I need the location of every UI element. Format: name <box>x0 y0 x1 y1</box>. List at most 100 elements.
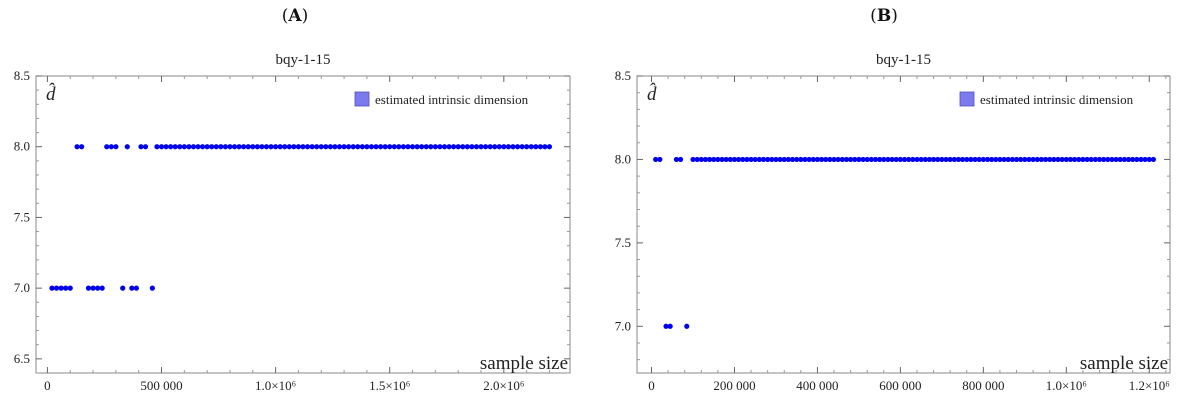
data-point <box>748 156 754 163</box>
data-point <box>218 144 224 150</box>
y-tick-label: 7.5 <box>14 209 30 224</box>
data-point <box>49 285 55 291</box>
data-point <box>533 144 539 150</box>
data-point <box>546 144 553 150</box>
data-point <box>897 156 903 163</box>
x-tick-label: 800 000 <box>962 378 1004 393</box>
data-point <box>910 156 916 163</box>
y-tick-label: 7.0 <box>615 318 631 333</box>
data-point <box>58 285 64 291</box>
data-point <box>423 144 429 150</box>
x-tick-label: 1.0×10⁶ <box>255 378 296 393</box>
data-point <box>142 144 149 150</box>
x-tick-label: 0 <box>648 378 655 393</box>
data-point <box>814 156 821 163</box>
data-point <box>231 144 238 150</box>
data-point <box>437 144 443 150</box>
data-point <box>1146 156 1152 163</box>
data-point <box>346 144 352 150</box>
data-point <box>149 285 155 291</box>
panel-b: (B) 7.0 7.5 8.0 8.5 0 200 000 400 000 600 000 80… <box>590 0 1178 396</box>
data-point <box>1088 156 1094 163</box>
data-point <box>752 156 758 163</box>
data-point <box>501 144 507 150</box>
data-point <box>537 144 543 150</box>
chart-title: bqy-1-15 <box>876 52 931 68</box>
y-axis-label: d̂ <box>46 83 56 105</box>
data-point <box>473 144 480 150</box>
data-point <box>158 144 165 150</box>
data-point <box>951 156 957 163</box>
data-point <box>872 156 879 163</box>
legend-label: estimated intrinsic dimension <box>980 92 1134 107</box>
data-point <box>980 156 986 163</box>
data-point <box>428 144 434 150</box>
data-point <box>304 144 311 150</box>
data-point <box>881 156 887 163</box>
legend-swatch <box>959 91 975 107</box>
data-point <box>864 156 870 163</box>
data-point <box>168 144 174 150</box>
data-point <box>400 144 407 150</box>
data-point <box>377 144 384 150</box>
data-point <box>368 144 375 150</box>
data-point <box>1059 156 1065 163</box>
data-point <box>868 156 874 163</box>
data-point <box>241 144 247 150</box>
data-point <box>785 156 791 163</box>
data-point <box>901 156 908 163</box>
data-point <box>332 144 338 150</box>
data-point <box>195 144 201 150</box>
data-point <box>67 285 73 291</box>
data-point <box>806 156 812 163</box>
data-point <box>250 144 256 150</box>
data-point <box>935 156 941 163</box>
data-point <box>906 156 912 163</box>
data-point <box>1130 156 1136 163</box>
data-point <box>1009 156 1015 163</box>
data-point <box>653 156 659 163</box>
data-point <box>63 285 69 291</box>
data-point <box>960 156 966 163</box>
data-point <box>893 156 899 163</box>
data-point <box>831 156 837 163</box>
data-point <box>414 144 420 150</box>
data-point <box>947 156 953 163</box>
data-point <box>1101 156 1107 163</box>
data-point <box>133 285 140 291</box>
data-point <box>446 144 452 150</box>
data-point <box>823 156 829 163</box>
x-tick-label: 1.0×10⁶ <box>1046 378 1087 393</box>
data-point <box>1034 156 1040 163</box>
data-point <box>1026 156 1032 163</box>
x-axis-label: sample size <box>1080 353 1168 374</box>
data-point <box>1138 156 1144 163</box>
data-point <box>355 144 361 150</box>
y-axis-label: d̂ <box>647 83 657 105</box>
data-point <box>926 156 933 163</box>
data-point <box>839 156 845 163</box>
data-point <box>373 144 379 150</box>
legend-swatch <box>354 91 370 107</box>
data-point <box>997 156 1003 163</box>
data-point <box>698 156 704 163</box>
data-point <box>1071 156 1078 163</box>
panel-label: (A) <box>281 6 309 26</box>
data-point <box>85 285 92 291</box>
data-point <box>1013 156 1020 163</box>
data-point <box>487 144 493 150</box>
data-point <box>323 144 329 150</box>
data-point <box>673 156 680 163</box>
data-point <box>99 285 105 291</box>
data-point <box>756 156 762 163</box>
x-tick-label: 0 <box>44 378 51 393</box>
data-point <box>818 156 825 163</box>
data-point <box>286 144 292 150</box>
data-point <box>120 285 126 291</box>
data-point <box>268 144 274 150</box>
data-point <box>74 144 80 150</box>
data-point <box>877 156 883 163</box>
data-point <box>715 156 721 163</box>
data-point <box>1076 156 1082 163</box>
data-point <box>514 144 521 150</box>
